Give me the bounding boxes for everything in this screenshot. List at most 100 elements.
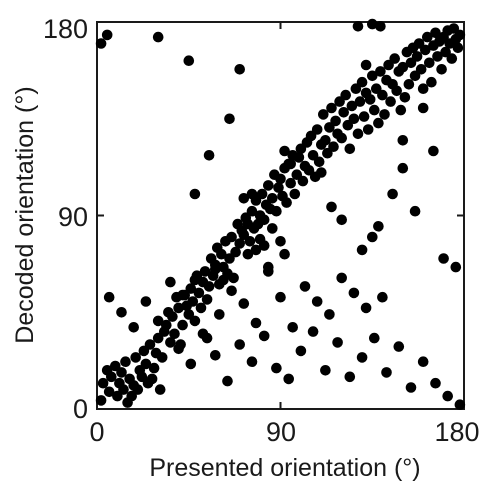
data-point-259	[258, 240, 270, 251]
data-point-239	[397, 162, 409, 174]
data-point-223	[152, 31, 164, 43]
data-point-27	[154, 384, 166, 395]
data-point-213	[369, 332, 380, 344]
data-point-111	[326, 102, 337, 114]
data-point-196	[360, 302, 372, 314]
data-point-212	[356, 352, 368, 363]
data-point-135	[375, 66, 386, 77]
data-point-184	[214, 309, 225, 320]
data-point-175	[103, 291, 115, 303]
data-point-47	[195, 302, 207, 314]
data-point-176	[116, 307, 127, 318]
data-point-260	[250, 244, 262, 256]
data-point-66	[234, 238, 245, 249]
data-point-194	[336, 272, 348, 284]
data-point-218	[430, 377, 441, 389]
data-point-228	[189, 188, 201, 200]
data-point-46	[193, 287, 205, 299]
data-point-30	[161, 319, 172, 331]
data-point-252	[279, 145, 290, 157]
data-point-157	[420, 44, 431, 56]
data-point-8	[116, 367, 127, 378]
data-point-1	[97, 377, 109, 389]
data-point-180	[165, 276, 176, 288]
data-point-4	[106, 371, 117, 383]
data-point-149	[403, 79, 415, 90]
data-point-131	[367, 70, 378, 82]
data-point-136	[377, 89, 388, 101]
data-point-91	[285, 177, 297, 189]
data-point-222	[101, 29, 113, 41]
data-point-227	[203, 150, 215, 161]
data-point-0	[95, 395, 107, 406]
data-point-198	[185, 358, 197, 370]
data-point-232	[279, 248, 290, 260]
data-point-254	[254, 210, 266, 221]
data-point-256	[238, 193, 250, 204]
data-point-84	[271, 205, 282, 217]
data-point-185	[226, 285, 237, 297]
data-point-95	[293, 152, 305, 163]
data-point-220	[454, 399, 466, 411]
data-point-147	[399, 92, 411, 103]
data-point-16	[132, 384, 144, 395]
data-point-140	[385, 96, 396, 107]
data-point-50	[201, 294, 213, 305]
data-point-162	[430, 27, 441, 39]
data-point-156	[417, 83, 429, 94]
data-point-229	[210, 264, 221, 275]
data-point-15	[130, 352, 141, 363]
data-point-72	[246, 205, 258, 217]
data-point-24	[148, 362, 160, 374]
data-point-192	[311, 296, 323, 307]
data-point-57	[216, 248, 227, 260]
data-point-248	[360, 59, 372, 71]
data-point-20	[140, 358, 152, 370]
data-point-237	[367, 231, 378, 243]
data-point-193	[324, 309, 335, 320]
data-point-10	[120, 356, 131, 368]
data-point-253	[285, 158, 297, 170]
x-tick-label-0: 0	[89, 417, 104, 447]
data-point-118	[340, 89, 352, 101]
data-point-238	[377, 291, 388, 303]
data-point-201	[222, 375, 233, 387]
data-point-163	[432, 51, 443, 62]
y-axis-label: Decoded orientation (°)	[11, 86, 39, 343]
x-axis-label: Presented orientation (°)	[149, 454, 420, 482]
x-tick-label-180: 180	[434, 417, 479, 447]
data-point-122	[348, 113, 360, 125]
y-tick-label-0: 0	[73, 394, 88, 424]
data-point-32	[165, 337, 176, 348]
data-point-143	[391, 85, 403, 97]
data-point-208	[307, 326, 319, 337]
data-point-117	[338, 107, 350, 118]
data-point-226	[224, 113, 235, 125]
data-point-33	[167, 311, 178, 322]
data-point-36	[173, 302, 184, 314]
data-point-130	[364, 94, 376, 105]
data-point-210	[332, 337, 343, 348]
data-point-42	[185, 283, 197, 294]
data-point-202	[234, 339, 245, 350]
data-point-242	[438, 253, 449, 264]
data-point-243	[450, 261, 462, 273]
data-point-49	[199, 266, 211, 277]
data-point-205	[271, 362, 282, 374]
data-point-235	[336, 214, 348, 226]
data-point-22	[144, 339, 156, 350]
data-point-23	[146, 373, 158, 385]
data-point-189	[275, 291, 286, 303]
data-points	[95, 18, 466, 411]
data-point-240	[409, 205, 421, 217]
data-point-224	[183, 55, 195, 66]
data-point-153	[411, 51, 423, 62]
data-point-200	[210, 350, 221, 361]
data-point-38	[177, 319, 188, 331]
data-point-116	[336, 132, 348, 144]
x-tick-label-90: 90	[266, 417, 296, 447]
data-point-225	[234, 64, 245, 75]
data-point-51	[203, 281, 215, 292]
data-point-77	[256, 188, 268, 200]
data-point-134	[373, 117, 384, 129]
